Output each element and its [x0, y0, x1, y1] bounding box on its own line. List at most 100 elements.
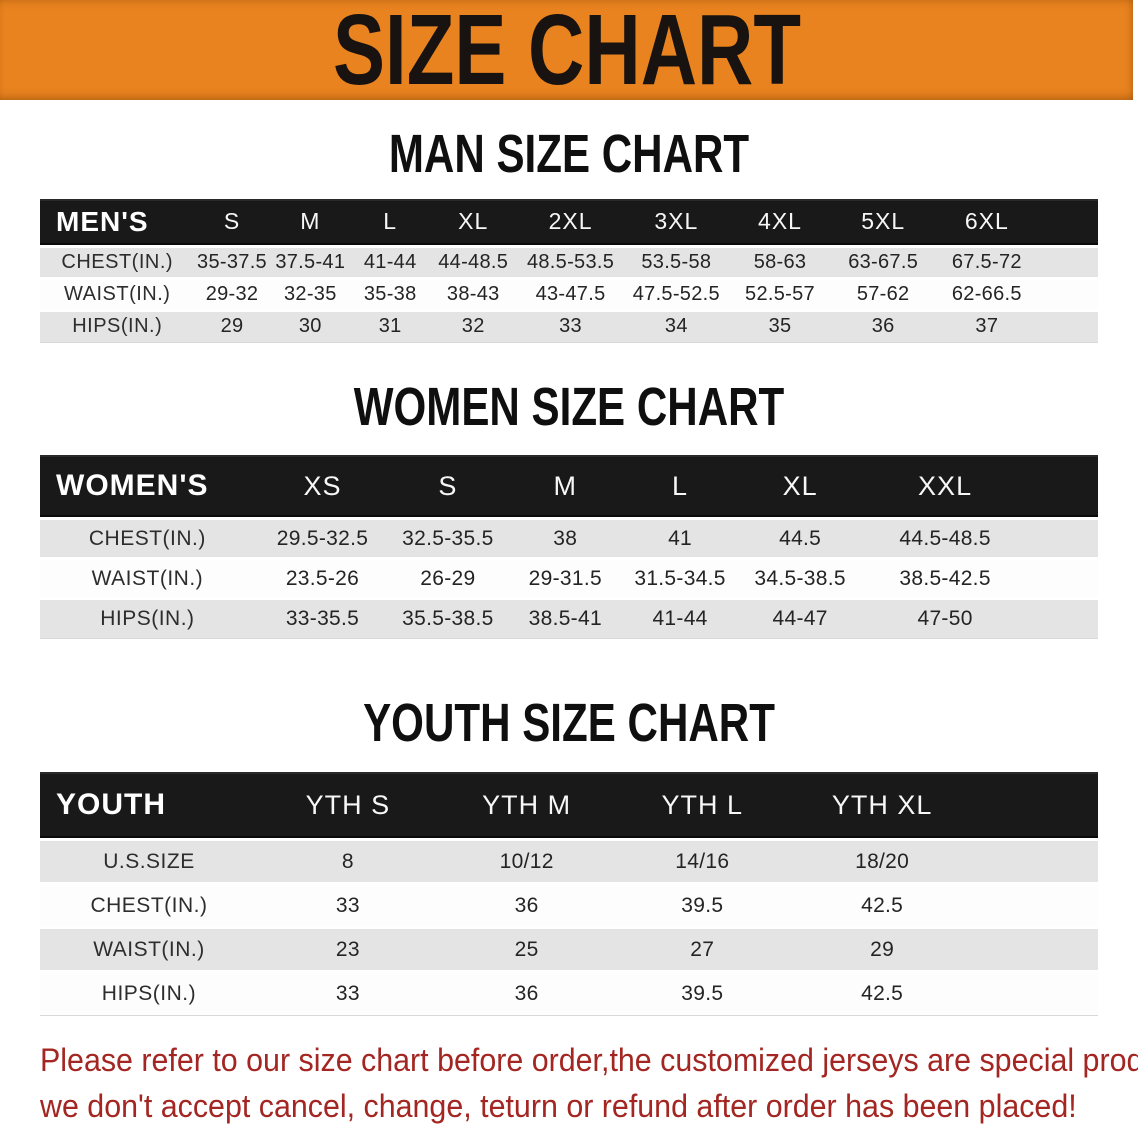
measurement-value: 44-47 — [772, 607, 828, 631]
spacer-cell — [1038, 198, 1098, 247]
spacer-cell — [975, 928, 1098, 972]
women-size-table: WOMEN'S XS S M L XL XXL CHEST(IN.) 29.5-32.5 32.5… — [40, 455, 1098, 640]
size-column-header: 5XL — [831, 198, 935, 247]
row-label: CHEST(IN.) — [61, 250, 174, 273]
measurement-value: 35-38 — [363, 282, 417, 305]
measurement-value: 38-43 — [446, 282, 500, 305]
measurement-value: 52.5-57 — [745, 282, 815, 305]
measurement-value: 38 — [553, 526, 578, 550]
measurement-value: 29-32 — [205, 282, 259, 305]
measurement-value: 36 — [871, 315, 895, 338]
measurement-value: 35.5-38.5 — [402, 607, 494, 631]
size-column-header: XS — [254, 455, 391, 519]
size-column-header: YTH XL — [789, 772, 976, 840]
measurement-value: 35-37.5 — [197, 250, 267, 273]
disclaimer-line-2: we don't accept cancel, change, teturn o… — [40, 1087, 1077, 1124]
measurement-value: 32-35 — [283, 282, 337, 305]
measurement-value: 36 — [514, 982, 539, 1006]
measurement-value: 26-29 — [420, 566, 476, 590]
measurement-value: 23 — [335, 937, 360, 961]
measurement-value: 32 — [461, 315, 485, 338]
size-column-header: M — [269, 198, 352, 247]
size-column-header: XXL — [865, 455, 1025, 519]
measurement-value: 47-50 — [917, 607, 973, 631]
size-column-header: 6XL — [935, 198, 1039, 247]
table-corner-label: WOMEN'S — [40, 455, 255, 519]
measurement-value: 33-35.5 — [285, 607, 360, 631]
row-label: CHEST(IN.) — [90, 893, 208, 917]
measurement-value: 39.5 — [681, 982, 724, 1006]
spacer-cell — [1024, 455, 1098, 519]
row-label: HIPS(IN.) — [100, 607, 195, 631]
spacer-cell — [1025, 519, 1098, 559]
measurement-value: 33 — [335, 893, 360, 917]
women-size-chart-heading-text: WOMEN SIZE CHART — [353, 376, 785, 437]
size-chart-title: SIZE CHART — [332, 0, 801, 106]
size-column-header: YTH S — [257, 772, 438, 840]
measurement-value: 10/12 — [499, 849, 554, 873]
measurement-value: 47.5-52.5 — [632, 282, 720, 305]
measurement-value: 41-44 — [652, 607, 708, 631]
measurement-value: 18/20 — [855, 849, 910, 873]
measurement-row: WAIST(IN.) 23 25 27 29 — [40, 927, 1098, 972]
table-corner-label: MEN'S — [40, 198, 195, 247]
measurement-row: HIPS(IN.) 29 30 31 32 33 34 35 36 37 — [40, 310, 1098, 343]
spacer-cell — [1039, 278, 1098, 310]
size-column-header: S — [194, 198, 270, 247]
measurement-value: 58-63 — [753, 250, 807, 273]
measurement-value: 44.5-48.5 — [899, 526, 991, 550]
measurement-value: 29.5-32.5 — [276, 526, 369, 550]
spacer-cell — [975, 840, 1098, 884]
measurement-value: 44.5 — [779, 526, 822, 550]
measurement-value: 14/16 — [675, 849, 730, 873]
measurement-value: 41-44 — [363, 250, 417, 273]
measurement-value: 34.5-38.5 — [754, 566, 846, 590]
table-corner-label: YOUTH — [40, 772, 258, 840]
measurement-value: 32.5-35.5 — [402, 526, 494, 550]
measurement-row: HIPS(IN.) 33 36 39.5 42.5 — [40, 971, 1098, 1016]
measurement-value: 37.5-41 — [275, 250, 346, 273]
measurement-value: 37 — [975, 315, 999, 338]
measurement-value: 29 — [220, 315, 244, 338]
measurement-value: 8 — [341, 849, 354, 873]
row-label: WAIST(IN.) — [91, 566, 204, 590]
spacer-cell — [975, 972, 1098, 1016]
measurement-value: 48.5-53.5 — [526, 250, 615, 273]
size-column-header: M — [505, 455, 626, 519]
row-label: WAIST(IN.) — [93, 937, 205, 961]
size-column-header: L — [351, 198, 430, 247]
measurement-value: 30 — [298, 315, 322, 338]
size-column-header: L — [625, 455, 736, 519]
man-size-chart-heading-text: MAN SIZE CHART — [388, 124, 750, 184]
measurement-row: WAIST(IN.) 23.5-26 26-29 29-31.5 31.5-34.5 34… — [40, 558, 1098, 599]
size-header-row: MEN'S S M L XL 2XL 3XL 4XL 5XL 6XL — [40, 198, 1098, 247]
size-column-header: 3XL — [623, 198, 729, 247]
measurement-value: 29-31.5 — [528, 566, 602, 590]
measurement-value: 33 — [559, 315, 582, 338]
spacer-cell — [975, 772, 1098, 840]
measurement-value: 29 — [870, 937, 895, 961]
measurement-value: 42.5 — [861, 982, 904, 1006]
measurement-value: 35 — [768, 315, 792, 338]
measurement-value: 33 — [335, 982, 360, 1006]
youth-size-table: YOUTH YTH S YTH M YTH L YTH XL U.S.SIZE 8 10/12… — [40, 772, 1098, 1017]
spacer-cell — [1039, 246, 1098, 278]
measurement-value: 39.5 — [681, 893, 724, 917]
size-column-header: 2XL — [517, 198, 624, 247]
row-label: U.S.SIZE — [103, 849, 195, 873]
measurement-row: CHEST(IN.) 29.5-32.5 32.5-35.5 38 41 44.5 44.5… — [40, 518, 1098, 559]
row-label: HIPS(IN.) — [72, 315, 163, 338]
measurement-value: 34 — [664, 315, 688, 338]
measurement-row: U.S.SIZE 8 10/12 14/16 18/20 — [40, 839, 1098, 884]
row-label: CHEST(IN.) — [88, 526, 206, 550]
row-label: WAIST(IN.) — [64, 282, 171, 305]
size-column-header: XL — [429, 198, 518, 247]
spacer-cell — [975, 884, 1098, 928]
women-size-chart-heading: WOMEN SIZE CHART — [0, 376, 1138, 437]
size-column-header: S — [390, 455, 506, 519]
measurement-value: 31.5-34.5 — [634, 566, 726, 590]
man-size-chart-heading: MAN SIZE CHART — [0, 126, 1138, 183]
measurement-row: CHEST(IN.) 35-37.5 37.5-41 41-44 44-48.5 48.5… — [40, 246, 1098, 279]
measurement-value: 23.5-26 — [285, 566, 360, 590]
measurement-value: 41 — [668, 526, 693, 550]
